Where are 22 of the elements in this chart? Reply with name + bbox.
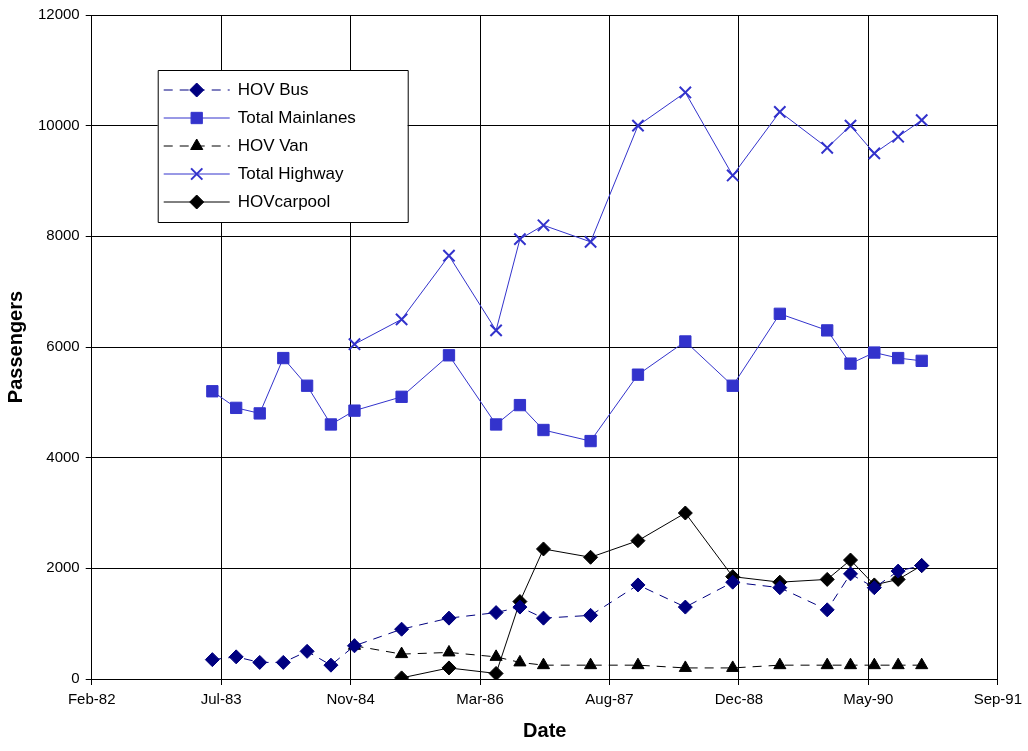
legend-label: HOV Bus [237, 79, 309, 99]
x-tick-label: Nov-84 [326, 690, 375, 708]
legend-label: HOV Van [237, 135, 309, 155]
x-tick-label: Sep-91 [973, 690, 1022, 708]
y-tick-label: 2000 [46, 558, 80, 576]
y-tick-label: 6000 [46, 337, 80, 355]
y-tick-label: 10000 [37, 115, 80, 133]
legend-label: Total Mainlanes [237, 107, 356, 127]
y-axis-title: Passengers [3, 290, 26, 404]
y-tick-label: 12000 [37, 5, 80, 23]
legend-label: Total Highway [237, 163, 345, 183]
y-tick-label: 4000 [46, 447, 80, 465]
legend-label: HOVcarpool [237, 191, 331, 211]
x-tick-label: Feb-82 [67, 690, 116, 708]
x-axis-title: Date [523, 718, 567, 741]
x-tick-label: Aug-87 [585, 690, 634, 708]
x-tick-label: May-90 [843, 690, 894, 708]
x-tick-label: Dec-88 [714, 690, 764, 708]
x-tick-label: Mar-86 [456, 690, 504, 708]
y-tick-label: 0 [71, 669, 80, 687]
x-tick-label: Jul-83 [200, 690, 242, 708]
y-tick-label: 8000 [46, 226, 80, 244]
